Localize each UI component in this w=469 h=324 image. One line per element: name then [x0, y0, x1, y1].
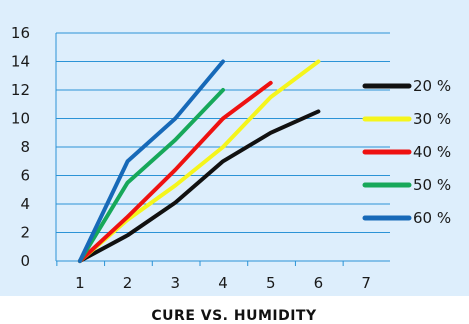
series-line-3: [77, 80, 273, 263]
chart-title: CURE VS. HUMIDITY: [151, 308, 317, 324]
chart-background: [0, 0, 469, 296]
y-tick-label: 6: [20, 167, 30, 185]
x-tick-label: 2: [123, 274, 133, 292]
x-tick-label: 5: [266, 274, 276, 292]
y-tick-label: 0: [20, 252, 30, 270]
legend: 20 % 30 % 40 % 50 % 60 %: [362, 77, 451, 227]
x-tick-label: 4: [218, 274, 228, 292]
y-tick-label: 2: [20, 224, 30, 242]
x-tick-label: 3: [171, 274, 181, 292]
y-tick-label: 14: [11, 53, 30, 71]
legend-label: 20 %: [413, 77, 451, 95]
series-line-4: [77, 88, 225, 263]
legend-label: 60 %: [413, 209, 451, 227]
series-line-5: [77, 59, 225, 263]
x-tick-label: 7: [361, 274, 371, 292]
legend-label: 50 %: [413, 176, 451, 194]
y-tick-label: 8: [20, 138, 30, 156]
y-tick-label: 12: [11, 81, 30, 99]
y-tick-label: 10: [11, 110, 30, 128]
y-tick-label: 4: [20, 195, 30, 213]
series-line-1: [77, 109, 321, 263]
legend-label: 30 %: [413, 110, 451, 128]
x-tick-label: 1: [75, 274, 85, 292]
axes: [55, 33, 390, 266]
series-lines: [77, 59, 321, 263]
legend-label: 40 %: [413, 143, 451, 161]
x-tick-label: 6: [314, 274, 324, 292]
y-tick-label: 16: [11, 24, 30, 42]
